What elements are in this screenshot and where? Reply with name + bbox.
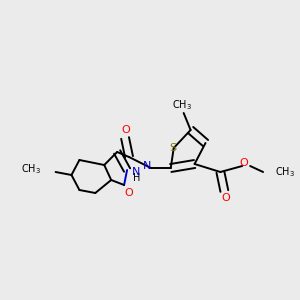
Text: N: N [132,167,140,177]
Text: O: O [125,188,134,198]
Text: CH$_3$: CH$_3$ [21,162,41,176]
Text: S: S [169,143,176,153]
Text: CH$_3$: CH$_3$ [172,98,192,112]
Text: N: N [143,161,151,171]
Text: H: H [133,173,141,183]
Text: O: O [240,158,249,168]
Text: O: O [221,193,230,203]
Text: O: O [122,125,130,135]
Text: CH$_3$: CH$_3$ [275,165,295,179]
